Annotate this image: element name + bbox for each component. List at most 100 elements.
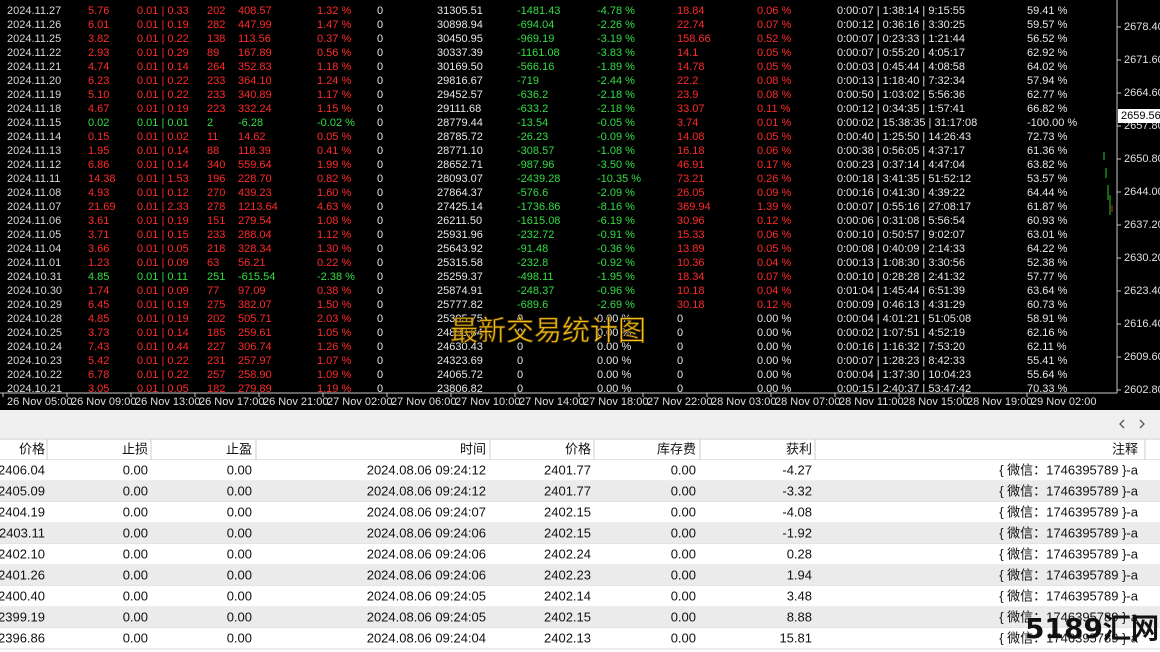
stat-cell: 0 xyxy=(377,89,383,101)
stat-cell: 64.44 % xyxy=(1027,187,1068,199)
stat-cell: 439.23 xyxy=(238,187,272,199)
stat-cell: 328.34 xyxy=(238,243,272,255)
stat-cell: 0 xyxy=(377,369,383,381)
stat-cell: 0.56 % xyxy=(317,47,351,59)
stat-cell: 0 xyxy=(377,75,383,87)
stat-cell: 0.00 % xyxy=(757,369,791,381)
stat-cell: 251 xyxy=(207,271,225,283)
stat-cell: 22.74 xyxy=(677,19,705,31)
stat-cell: 0.02 xyxy=(88,117,109,129)
stat-cell: 0 xyxy=(677,369,683,381)
stat-cell: 2024.10.23 xyxy=(7,355,62,367)
scroll-right[interactable] xyxy=(1139,419,1145,429)
time-axis-bg xyxy=(0,393,1160,410)
stat-cell: -1736.86 xyxy=(517,201,560,213)
stat-cell: -2.38 % xyxy=(317,271,355,283)
stat-cell: 306.74 xyxy=(238,341,272,353)
order-cell: 0.00 xyxy=(227,504,252,519)
stat-cell: 0:00:04 | 4:01:21 | 51:05:08 xyxy=(837,313,971,325)
scroll-left[interactable] xyxy=(1119,419,1125,429)
stat-cell: 0.00 % xyxy=(757,383,791,395)
price-label: 2671.60 xyxy=(1124,54,1160,66)
stat-cell: -566.16 xyxy=(517,61,554,73)
order-cell: -4.27 xyxy=(782,462,812,477)
column-header: 价格 xyxy=(565,441,591,456)
order-cell: 0.00 xyxy=(123,609,148,624)
stat-cell: 2024.11.15 xyxy=(7,117,61,129)
stat-cell: 2024.11.13 xyxy=(7,145,61,157)
stat-cell: 233 xyxy=(207,229,225,241)
stat-cell: 52.38 % xyxy=(1027,257,1068,269)
stat-cell: 25259.37 xyxy=(437,271,483,283)
column-header: 止盈 xyxy=(226,441,252,456)
stat-cell: 0 xyxy=(377,355,383,367)
stat-cell: 10.18 xyxy=(677,285,705,297)
stat-cell: 0 xyxy=(377,103,383,115)
stat-cell: 0.06 % xyxy=(757,229,791,241)
stat-cell: 0:00:23 | 0:37:14 | 4:47:04 xyxy=(837,159,965,171)
stat-cell: 28771.10 xyxy=(437,145,483,157)
stat-cell: 257.97 xyxy=(238,355,272,367)
stat-cell: 559.64 xyxy=(238,159,272,171)
stat-cell: 0.01 | 0.44 xyxy=(137,341,189,353)
stat-cell: 2024.11.04 xyxy=(7,243,61,255)
stat-cell: 0:00:15 | 2:40:37 | 53:47:42 xyxy=(837,383,971,395)
stat-cell: 0.00 % xyxy=(597,313,631,325)
order-cell: 2402.14 xyxy=(544,588,591,603)
order-cell: 2402.15 xyxy=(544,609,591,624)
stat-cell: 72.73 % xyxy=(1027,131,1068,143)
stat-cell: 28093.07 xyxy=(437,173,483,185)
stat-cell: 0:00:07 | 1:38:14 | 9:15:55 xyxy=(837,5,965,17)
order-cell: 0.00 xyxy=(227,609,252,624)
stat-cell: 28652.71 xyxy=(437,159,483,171)
stat-cell: 0 xyxy=(377,117,383,129)
stat-cell: 0 xyxy=(677,313,683,325)
order-cell: 2024.08.06 09:24:06 xyxy=(367,567,486,582)
stat-cell: 0 xyxy=(517,383,523,395)
order-cell: 2406.04 xyxy=(0,462,45,477)
order-cell: 0.00 xyxy=(123,567,148,582)
order-cell: 2024.08.06 09:24:07 xyxy=(367,504,486,519)
stat-cell: 59.57 % xyxy=(1027,19,1068,31)
stat-cell: 60.93 % xyxy=(1027,215,1068,227)
column-header: 价格 xyxy=(19,441,45,456)
stat-cell: 185 xyxy=(207,327,225,339)
stat-cell: 369.94 xyxy=(677,201,711,213)
stat-cell: 332.24 xyxy=(238,103,272,115)
stat-cell: 1.32 % xyxy=(317,5,351,17)
stat-cell: 97.09 xyxy=(238,285,266,297)
stat-cell: 0.01 | 0.15 xyxy=(137,229,189,241)
stat-cell: 0.00 % xyxy=(597,327,631,339)
stat-cell: 0.00 % xyxy=(757,341,791,353)
stat-cell: 0:00:38 | 0:56:05 | 4:37:17 xyxy=(837,145,965,157)
stat-cell: -1.89 % xyxy=(597,61,635,73)
stat-cell: 55.64 % xyxy=(1027,369,1068,381)
stat-cell: 4.67 xyxy=(88,103,109,115)
stat-cell: 0:01:04 | 1:45:44 | 6:51:39 xyxy=(837,285,965,297)
stat-cell: 59.41 % xyxy=(1027,5,1068,17)
stat-cell: -0.92 % xyxy=(597,257,635,269)
stat-cell: 30898.94 xyxy=(437,19,483,31)
stat-cell: -0.36 % xyxy=(597,243,635,255)
stat-cell: 0.15 xyxy=(88,131,109,143)
stat-cell: 257 xyxy=(207,369,225,381)
stat-cell: 0:00:13 | 1:08:30 | 3:30:56 xyxy=(837,257,965,269)
stat-cell: 24323.69 xyxy=(437,355,483,367)
stat-cell: -6.28 xyxy=(238,117,263,129)
time-label: 28 Nov 07:00 xyxy=(775,396,840,408)
stat-cell: -1.08 % xyxy=(597,145,635,157)
stat-cell: 0.11 % xyxy=(757,103,791,115)
stat-cell: 202 xyxy=(207,313,225,325)
order-cell: 0.00 xyxy=(671,567,696,582)
stat-cell: 1.12 % xyxy=(317,229,351,241)
stat-cell: 0.01 | 0.22 xyxy=(137,89,189,101)
stat-cell: 25395.75 xyxy=(437,313,483,325)
stat-cell: 24890.04 xyxy=(437,327,483,339)
stat-cell: 14.78 xyxy=(677,61,705,73)
stat-cell: 2024.11.07 xyxy=(7,201,61,213)
time-label: 26 Nov 09:00 xyxy=(71,396,136,408)
toolbar-strip xyxy=(0,410,1160,438)
stat-cell: 0.05 % xyxy=(757,61,791,73)
time-label: 27 Nov 14:00 xyxy=(519,396,584,408)
